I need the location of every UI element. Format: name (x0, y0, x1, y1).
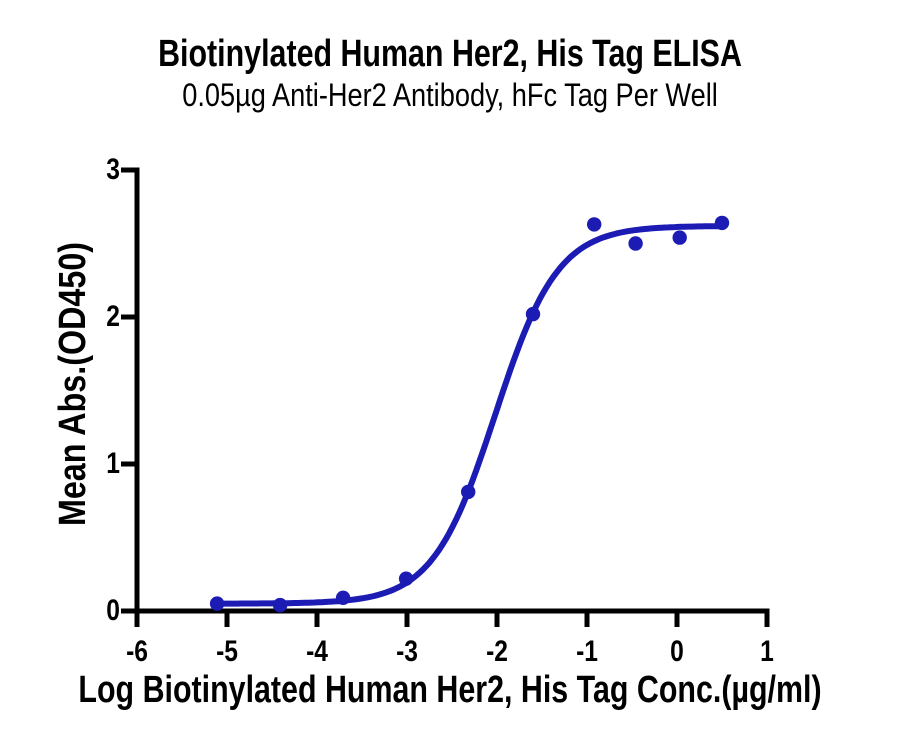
data-point (461, 484, 476, 500)
y-tick-label: 3 (106, 152, 120, 186)
data-point (398, 571, 414, 586)
plot-dynamic-layer: -6 -5 -4 -3 -2 -1 0 1 0 1 2 3 (106, 152, 774, 668)
x-axis-title: Log Biotinylated Human Her2, His Tag Con… (78, 669, 821, 711)
x-tick-label: -4 (306, 634, 329, 668)
data-point (209, 596, 225, 611)
x-tick-label: 1 (760, 634, 774, 668)
data-point (272, 597, 288, 613)
x-tick-label: -5 (216, 634, 238, 668)
chart-subtitle: 0.05µg Anti-Her2 Antibody, hFc Tag Per W… (182, 78, 718, 114)
chart-title: Biotinylated Human Her2, His Tag ELISA (158, 33, 742, 75)
data-point (587, 217, 602, 232)
x-tick-label: -2 (486, 634, 508, 668)
data-point (525, 306, 541, 322)
y-tick-label: 0 (106, 593, 120, 627)
x-tick-label: 0 (670, 634, 684, 668)
data-point (672, 230, 687, 245)
data-point (628, 236, 643, 251)
x-tick-label: -1 (576, 634, 598, 668)
x-tick-label: -6 (126, 634, 148, 668)
data-point (335, 590, 351, 605)
data-point (714, 215, 730, 231)
y-tick-label: 2 (106, 299, 120, 333)
y-tick-label: 1 (106, 446, 120, 480)
fit-curve (214, 223, 725, 607)
x-tick-label: -3 (396, 634, 418, 668)
y-axis-title: Mean Abs.(OD450) (52, 242, 94, 526)
